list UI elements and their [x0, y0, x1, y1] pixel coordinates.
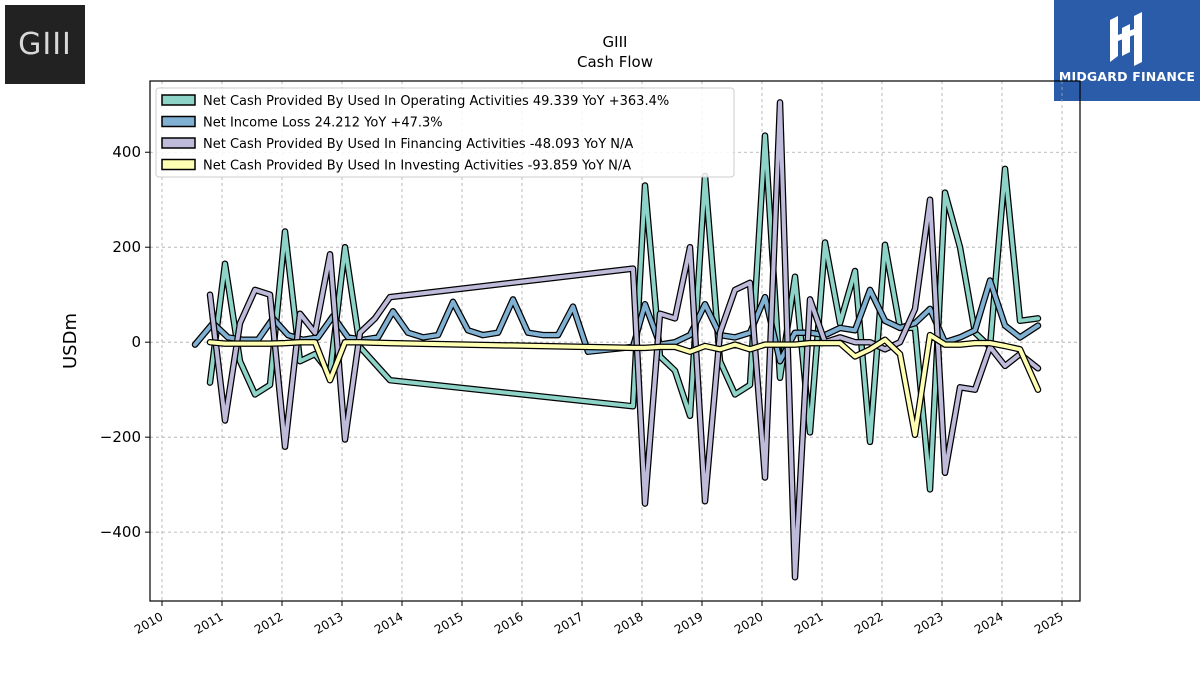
legend-swatch: [161, 137, 196, 149]
brand-logo: MIDGARD FINANCE: [1054, 0, 1200, 101]
x-tick-label: 2017: [552, 609, 585, 636]
y-tick-label: 400: [112, 143, 141, 161]
legend-entry: Net Cash Provided By Used In Financing A…: [203, 137, 633, 152]
x-tick-label: 2015: [432, 609, 465, 636]
series-line: [208, 333, 1040, 437]
x-tick-label: 2024: [972, 609, 1005, 636]
y-axis-label: USDm: [60, 313, 81, 369]
y-tick-label: −200: [100, 428, 141, 446]
x-tick-label: 2021: [792, 609, 825, 636]
x-tick-label: 2019: [672, 609, 705, 636]
x-tick-label: 2016: [492, 609, 525, 636]
series-lines: [191, 99, 1042, 581]
x-tick-label: 2011: [192, 609, 225, 636]
brand-mark-icon: [1110, 12, 1142, 66]
legend-entry: Net Cash Provided By Used In Investing A…: [203, 159, 631, 174]
x-tick-label: 2020: [732, 609, 765, 636]
legend-swatch: [161, 115, 196, 128]
y-tick-label: −400: [100, 523, 141, 541]
x-tick-label: 2023: [912, 609, 945, 636]
legend-box: [155, 87, 735, 178]
plot-frame: [149, 80, 1081, 602]
x-tick-label: 2022: [852, 609, 885, 636]
x-tick-label: 2012: [252, 609, 285, 636]
legend-entry: Net Cash Provided By Used In Operating A…: [203, 94, 669, 109]
x-tick-label: 2025: [1032, 609, 1065, 636]
x-tick-label: 2018: [612, 609, 645, 636]
x-tick-label: 2014: [372, 609, 405, 636]
legend-swatch: [161, 158, 196, 171]
legend: Net Cash Provided By Used In Operating A…: [155, 87, 735, 178]
chart-title: GIII: [603, 33, 628, 51]
ticker-logo: GIII: [5, 5, 85, 84]
y-tick-label: 0: [131, 333, 141, 351]
y-tick-label: 200: [112, 238, 141, 256]
series-line: [208, 100, 1040, 580]
x-tick-label: 2010: [132, 609, 165, 636]
legend-entry: Net Income Loss 24.212 YoY +47.3%: [203, 116, 443, 131]
series-line: [208, 133, 1040, 492]
brand-name: MIDGARD FINANCE: [1058, 69, 1196, 84]
legend-swatch: [161, 94, 196, 106]
ticker-logo-text: GIII: [18, 27, 72, 62]
x-tick-label: 2013: [312, 609, 345, 636]
chart-subtitle: Cash Flow: [577, 53, 653, 71]
